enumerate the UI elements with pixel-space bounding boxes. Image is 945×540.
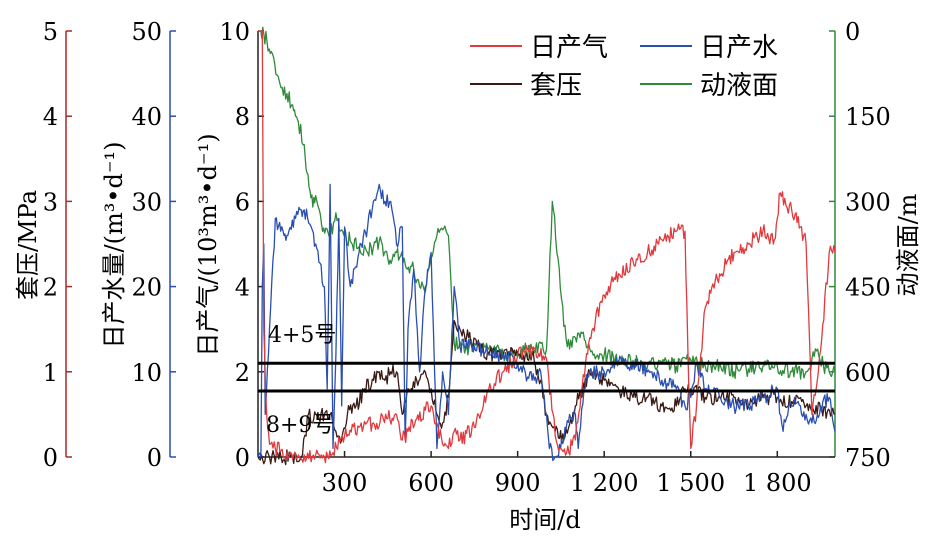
- water-tick-label: 40: [131, 103, 162, 131]
- ref-label-8-9: 8+9号: [266, 413, 334, 438]
- ref-label-4-5: 4+5号: [268, 323, 336, 348]
- casing-tick-label: 4: [43, 103, 58, 131]
- legend-label-water: 日产水: [700, 33, 778, 63]
- fluid-axis-label: 动液面/m: [894, 193, 922, 296]
- x-axis-label: 时间/d: [509, 506, 580, 534]
- plot-area: [257, 26, 836, 466]
- gas-axis-label: 日产气/(10³m³•d⁻¹): [194, 133, 222, 356]
- water-tick-label: 20: [131, 274, 162, 302]
- series-line-fluid: [260, 26, 836, 380]
- x-tick-label: 900: [495, 469, 541, 497]
- casing-tick-label: 2: [43, 274, 58, 302]
- water-tick-label: 30: [131, 188, 162, 216]
- fluid-tick-label: 150: [845, 103, 891, 131]
- x-tick-label: 1 800: [743, 469, 812, 497]
- casing-tick-label: 1: [43, 359, 58, 387]
- gas-tick-label: 4: [235, 274, 250, 302]
- fluid-tick-label: 450: [845, 274, 891, 302]
- gas-tick-label: 2: [235, 359, 250, 387]
- legend-label-fluid: 动液面: [700, 71, 778, 101]
- series-line-water: [257, 183, 836, 462]
- gas-tick-label: 8: [235, 103, 250, 131]
- x-tick-label: 1 200: [570, 469, 639, 497]
- gas-tick-label: 0: [235, 444, 250, 472]
- water-axis-label: 日产水量/(m³•d⁻¹): [100, 142, 128, 349]
- casing-tick-label: 0: [43, 444, 58, 472]
- water-tick-label: 50: [131, 18, 162, 46]
- series-line-gas: [258, 30, 836, 464]
- legend-label-gas: 日产气: [530, 33, 608, 63]
- gas-tick-label: 10: [219, 18, 250, 46]
- legend: 日产气 日产水 套压 动液面: [470, 33, 778, 101]
- casing-tick-label: 3: [43, 188, 58, 216]
- water-tick-label: 10: [131, 359, 162, 387]
- legend-label-casing: 套压: [530, 71, 582, 101]
- x-tick-label: 600: [408, 469, 454, 497]
- fluid-tick-label: 600: [845, 359, 891, 387]
- fluid-tick-label: 300: [845, 188, 891, 216]
- series-line-casing: [257, 320, 836, 466]
- casing-tick-label: 5: [43, 18, 58, 46]
- x-tick-label: 1 500: [656, 469, 725, 497]
- casing-axis-label: 套压/MPa: [14, 190, 42, 300]
- gas-tick-label: 6: [235, 188, 250, 216]
- x-tick-label: 300: [322, 469, 368, 497]
- water-tick-label: 0: [147, 444, 162, 472]
- fluid-tick-label: 750: [845, 444, 891, 472]
- fluid-tick-label: 0: [845, 18, 860, 46]
